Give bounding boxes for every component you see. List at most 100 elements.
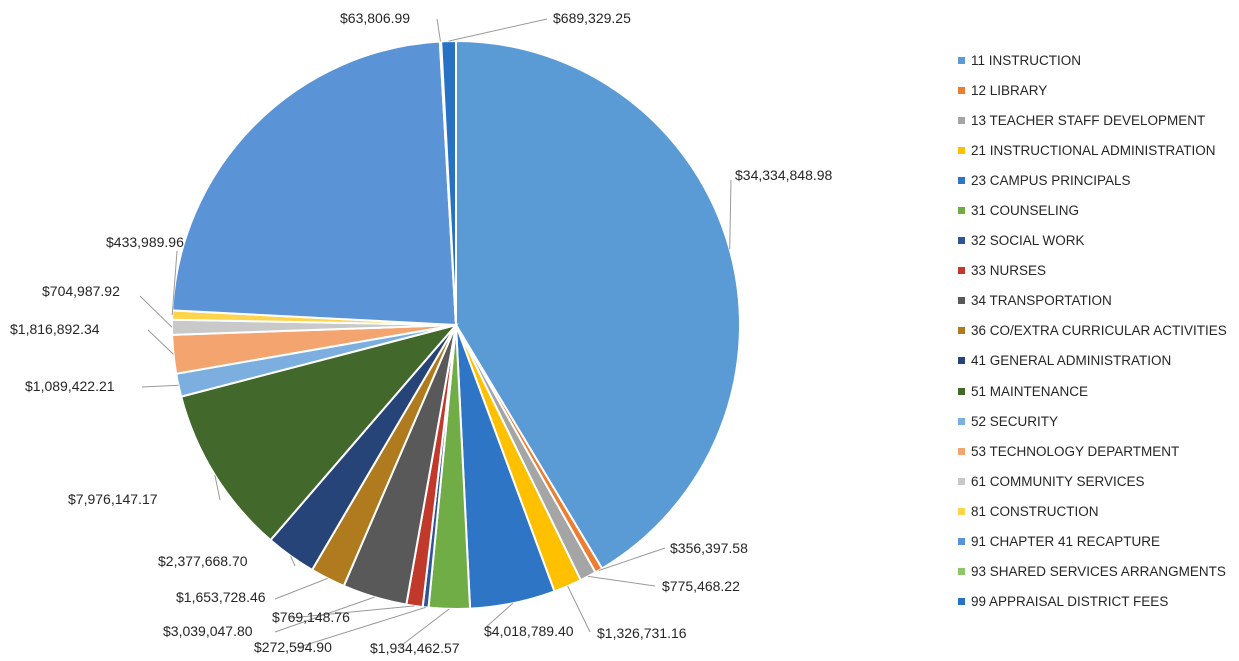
legend-label: 11 INSTRUCTION: [971, 52, 1082, 68]
data-label-81-construction: $433,989.96: [106, 234, 184, 250]
data-label-99-appraisal-district-fees: $689,329.25: [553, 10, 631, 26]
legend-item-52-security: 52 SECURITY: [958, 406, 1227, 436]
legend-swatch: [958, 327, 965, 335]
legend-label: 99 APPRAISAL DISTRICT FEES: [971, 594, 1169, 610]
legend-label: 23 CAMPUS PRINCIPALS: [971, 172, 1131, 188]
leader-lines: [139, 18, 732, 649]
legend-item-81-construction: 81 CONSTRUCTION: [958, 496, 1227, 526]
leader-line-52-security: [141, 384, 179, 388]
legend-item-33-nurses: 33 NURSES: [958, 256, 1227, 286]
legend-swatch: [958, 417, 965, 425]
legend-swatch: [958, 598, 965, 606]
data-label-61-community-services: $704,987.92: [42, 283, 120, 299]
leader-line-36-co-extra-curricular-activities: [274, 577, 328, 600]
legend-label: 52 SECURITY: [971, 413, 1059, 429]
leader-line-99-appraisal-district-fees: [448, 18, 548, 42]
leader-line-21-instructional-administration: [567, 585, 591, 633]
legend-swatch: [958, 237, 965, 245]
leader-line-41-general-administration: [290, 555, 296, 567]
legend-item-21-instructional-administration: 21 INSTRUCTIONAL ADMINISTRATION: [958, 135, 1227, 165]
pie-slices: [171, 39, 741, 610]
leader-line-81-construction: [171, 250, 178, 316]
legend-item-36-co-extra-curricular-activities: 36 CO/EXTRA CURRICULAR ACTIVITIES: [958, 316, 1227, 346]
legend-item-12-library: 12 LIBRARY: [958, 75, 1227, 105]
leader-line-11-instruction: [729, 179, 732, 250]
legend-swatch: [958, 267, 965, 275]
legend-label: 81 CONSTRUCTION: [971, 503, 1099, 519]
legend-swatch: [958, 357, 965, 365]
leader-line-32-social-work: [295, 606, 426, 649]
legend-label: 32 SOCIAL WORK: [971, 233, 1085, 249]
data-label-12-library: $356,397.58: [670, 540, 748, 556]
legend-swatch: [958, 116, 965, 124]
leader-line-31-counseling: [397, 608, 450, 649]
legend-swatch: [958, 56, 965, 64]
data-label-23-campus-principals: $4,018,789.40: [484, 623, 574, 639]
legend-label: 53 TECHNOLOGY DEPARTMENT: [971, 443, 1180, 459]
leader-line-53-technology-department: [147, 329, 174, 355]
legend-label: 93 SHARED SERVICES ARRANGMENTS: [971, 564, 1226, 580]
slice-99-appraisal-district-fees: [440, 39, 457, 326]
legend-label: 91 CHAPTER 41 RECAPTURE: [971, 534, 1161, 550]
slice-11-instruction: [455, 39, 741, 570]
legend-swatch: [958, 568, 965, 576]
legend-swatch: [958, 507, 965, 515]
legend-label: 41 GENERAL ADMINISTRATION: [971, 353, 1172, 369]
leader-line-23-campus-principals: [484, 602, 514, 629]
legend-item-34-transportation: 34 TRANSPORTATION: [958, 286, 1227, 316]
legend-item-23-campus-principals: 23 CAMPUS PRINCIPALS: [958, 165, 1227, 195]
legend-swatch: [958, 86, 965, 94]
leader-line-93-shared-services-arrangments: [436, 18, 441, 42]
legend-swatch: [958, 447, 965, 455]
data-label-93-shared-services-arrangments: $63,806.99: [340, 10, 410, 26]
legend-swatch: [958, 176, 965, 184]
data-label-53-technology-department: $1,816,892.34: [10, 321, 100, 337]
legend-swatch: [958, 146, 965, 154]
legend-item-91-chapter-41-recapture: 91 CHAPTER 41 RECAPTURE: [958, 527, 1227, 557]
data-label-32-social-work: $272,594.90: [254, 639, 332, 655]
legend-swatch: [958, 477, 965, 485]
legend-swatch: [958, 297, 965, 305]
data-label-41-general-administration: $2,377,668.70: [158, 553, 248, 569]
leader-line-12-library: [598, 547, 666, 571]
legend-swatch: [958, 207, 965, 215]
legend-item-93-shared-services-arrangments: 93 SHARED SERVICES ARRANGMENTS: [958, 557, 1227, 587]
leader-line-34-transportation: [274, 596, 375, 633]
data-label-33-nurses: $769,148.76: [272, 609, 350, 625]
legend-label: 34 TRANSPORTATION: [971, 293, 1112, 309]
legend-item-41-general-administration: 41 GENERAL ADMINISTRATION: [958, 346, 1227, 376]
data-label-21-instructional-administration: $1,326,731.16: [597, 625, 687, 641]
legend-label: 36 CO/EXTRA CURRICULAR ACTIVITIES: [971, 323, 1227, 339]
leader-line-13-teacher-staff-development: [588, 575, 656, 587]
legend-item-99-appraisal-district-fees: 99 APPRAISAL DISTRICT FEES: [958, 587, 1227, 617]
legend-label: 21 INSTRUCTIONAL ADMINISTRATION: [971, 142, 1216, 158]
legend-label: 12 LIBRARY: [971, 82, 1048, 98]
data-label-36-co-extra-curricular-activities: $1,653,728.46: [176, 589, 266, 605]
leader-line-33-nurses: [289, 605, 415, 619]
legend-item-53-technology-department: 53 TECHNOLOGY DEPARTMENT: [958, 436, 1227, 466]
data-labels: $34,334,848.98 $356,397.58 $775,468.22 $1,3…: [10, 10, 833, 656]
legend-label: 31 COUNSELING: [971, 203, 1080, 219]
legend-item-13-teacher-staff-development: 13 TEACHER STAFF DEVELOPMENT: [958, 105, 1227, 135]
legend-item-32-social-work: 32 SOCIAL WORK: [958, 226, 1227, 256]
data-label-13-teacher-staff-development: $775,468.22: [662, 578, 740, 594]
legend-label: 13 TEACHER STAFF DEVELOPMENT: [971, 112, 1206, 128]
legend-item-31-counseling: 31 COUNSELING: [958, 195, 1227, 225]
legend-item-11-instruction: 11 INSTRUCTION: [958, 45, 1227, 75]
legend-label: 33 NURSES: [971, 263, 1047, 279]
data-label-11-instruction: $34,334,848.98: [735, 167, 833, 183]
leader-line-61-community-services: [139, 295, 173, 328]
legend-label: 61 COMMUNITY SERVICES: [971, 473, 1145, 489]
leader-line-51-maintenance: [214, 475, 221, 501]
data-label-52-security: $1,089,422.21: [25, 378, 115, 394]
slice-91-chapter-41-recapture: [171, 40, 458, 327]
legend-label: 51 MAINTENANCE: [971, 383, 1089, 399]
legend-swatch: [958, 387, 965, 395]
legend-item-61-community-services: 61 COMMUNITY SERVICES: [958, 466, 1227, 496]
legend: 11 INSTRUCTION 12 LIBRARY 13 TEACHER STAFF…: [958, 45, 1227, 617]
data-label-51-maintenance: $7,976,147.17: [68, 491, 158, 507]
data-label-31-counseling: $1,934,462.57: [370, 640, 460, 656]
legend-item-51-maintenance: 51 MAINTENANCE: [958, 376, 1227, 406]
legend-swatch: [958, 538, 965, 546]
